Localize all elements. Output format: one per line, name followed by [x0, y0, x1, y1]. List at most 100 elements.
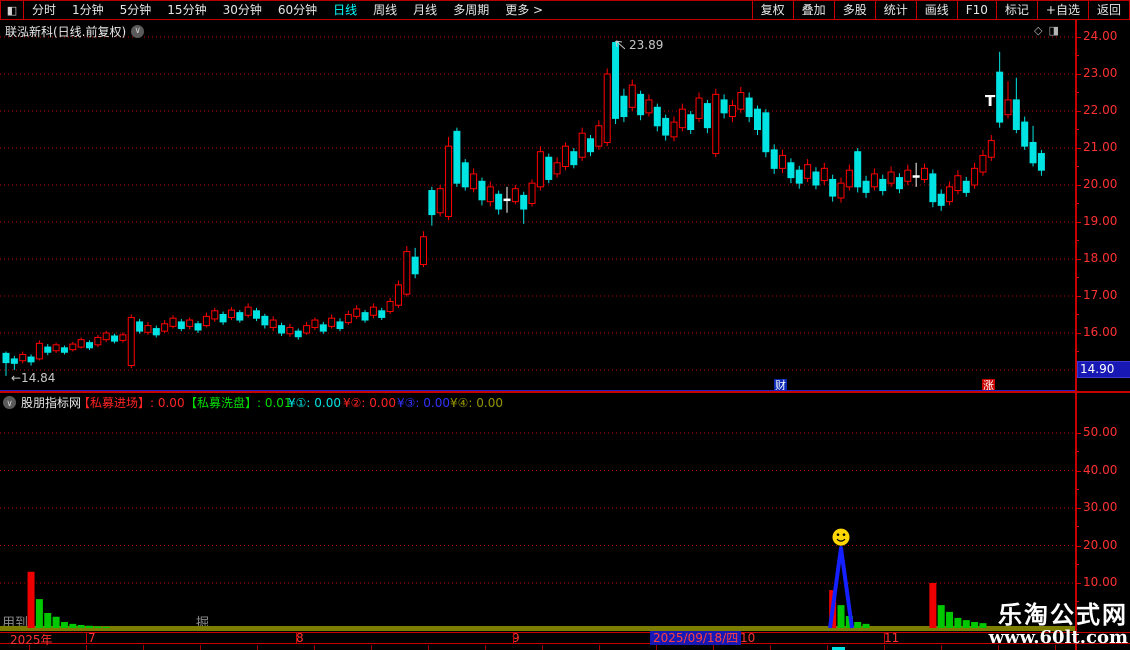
axis-minor-tick: [1075, 351, 1079, 352]
minor-time-tick: [998, 645, 999, 650]
axis-minor-tick: [1075, 92, 1079, 93]
minor-time-tick: [143, 645, 144, 650]
high-price-annotation: 23.89: [629, 38, 664, 52]
indicator-value-2: ¥①: 0.00: [288, 396, 341, 410]
price-axis-label: 24.00: [1083, 29, 1118, 43]
axis-tick: [1075, 545, 1081, 547]
indicator-header: ∨ 股朋指标网 【私募进场】: 0.00 【私募洗盘】: 0.01 ¥①: 0.00…: [0, 395, 1075, 413]
toolbar-period-5[interactable]: 60分钟: [277, 3, 318, 17]
indicator-source-label[interactable]: 股朋指标网: [21, 396, 82, 410]
toolbar-action-2[interactable]: 多股: [833, 1, 875, 20]
axis-tick: [1075, 470, 1081, 472]
period-toolbar: ◧ 分时 1分钟 5分钟 15分钟 30分钟 60分钟 日线 周线 月线 多周期 更多 >: [0, 1, 551, 20]
axis-minor-tick: [1075, 203, 1079, 204]
minor-time-tick: [542, 645, 543, 650]
indicator-value-0: 【私募进场】: 0.00: [78, 396, 185, 410]
month-tick: [86, 632, 87, 643]
axis-tick: [1075, 37, 1081, 38]
toolbar-action-1[interactable]: 叠加: [792, 1, 834, 20]
minor-time-tick: [428, 645, 429, 650]
axis-tick: [1075, 148, 1081, 149]
toolbar-action-8[interactable]: 返回: [1087, 1, 1130, 20]
chart-title-row: 联泓新科(日线.前复权) ∨: [5, 23, 145, 40]
toolbar-period-7[interactable]: 周线: [373, 3, 398, 17]
watermark-url: www.60lt.com: [988, 627, 1128, 648]
indicator-axis-label: 10.00: [1083, 575, 1118, 589]
toolbar-period-10[interactable]: 更多 >: [505, 3, 544, 17]
site-watermark: 乐淘公式网 www.60lt.com: [989, 602, 1128, 648]
axis-tick: [1075, 185, 1081, 186]
current-price-box: 14.90: [1077, 361, 1130, 378]
axis-minor-tick: [1075, 166, 1079, 167]
indicator-value-3: ¥②: 0.00: [343, 396, 396, 410]
toolbar-period-3[interactable]: 15分钟: [167, 3, 207, 17]
action-toolbar: 复权 叠加 多股 统计 画线 F10 标记 +自选 返回: [751, 1, 1130, 20]
axis-minor-tick: [1075, 451, 1079, 452]
minor-time-tick: [599, 645, 600, 650]
price-axis-label: 22.00: [1083, 103, 1118, 117]
indicator-axis-label: 40.00: [1083, 462, 1118, 477]
finance-badge: 财: [774, 379, 787, 392]
bottom-strip: [0, 643, 1130, 650]
minor-time-tick: [314, 645, 315, 650]
toolbar-period-8[interactable]: 月线: [413, 3, 438, 17]
t-drawing-marker: T: [985, 92, 996, 110]
toolbar-action-5[interactable]: F10: [956, 1, 996, 20]
time-axis-label-4: 10: [740, 631, 756, 645]
indicator-chart[interactable]: [0, 415, 1076, 632]
axis-minor-tick: [1075, 129, 1079, 130]
month-tick: [884, 632, 885, 643]
candlestick-chart[interactable]: [0, 0, 1076, 393]
indicator-axis-label: 30.00: [1083, 500, 1118, 514]
axis-tick: [1075, 433, 1081, 434]
minor-time-tick: [371, 645, 372, 650]
axis-minor-tick: [1075, 240, 1079, 241]
rise-badge: 涨: [982, 379, 995, 392]
selected-date-box: 2025/09/18/四: [650, 631, 742, 645]
indicator-value-4: ¥③: 0.00: [397, 396, 450, 410]
panel-divider-red[interactable]: [0, 391, 1130, 393]
mini-cyan-mark: [832, 647, 845, 650]
price-axis-label: 23.00: [1083, 66, 1118, 80]
axis-tick: [1075, 74, 1081, 75]
toolbar-period-6[interactable]: 日线: [333, 3, 358, 17]
watermark-title: 乐淘公式网: [998, 601, 1128, 629]
page-title: 联泓新科(日线.前复权): [5, 25, 127, 39]
toolbar-period-2[interactable]: 5分钟: [119, 3, 152, 17]
minor-time-tick: [485, 645, 486, 650]
toolbar-action-6[interactable]: 标记: [995, 1, 1037, 20]
toolbar-period-9[interactable]: 多周期: [453, 3, 490, 17]
chevron-down-icon[interactable]: ∨: [131, 25, 145, 38]
diamond-icon[interactable]: ◇: [1034, 24, 1049, 37]
time-axis[interactable]: 2025年 7 8 9 10 11 2025/09/18/四: [0, 631, 1130, 647]
price-axis-label: 21.00: [1083, 140, 1118, 154]
minor-time-tick: [86, 645, 87, 650]
minor-time-tick: [941, 645, 942, 650]
toolbar-period-4[interactable]: 30分钟: [222, 3, 262, 17]
axis-separator-line: [1075, 20, 1077, 650]
minor-time-tick: [827, 645, 828, 650]
minor-time-tick: [713, 645, 714, 650]
axis-minor-tick: [1075, 314, 1079, 315]
axis-tick: [1075, 333, 1081, 334]
toolbar-action-3[interactable]: 统计: [874, 1, 916, 20]
indicator-value-5: ¥④: 0.00: [450, 396, 503, 410]
axis-minor-tick: [1075, 563, 1079, 565]
toolbar-period-0[interactable]: 分时: [32, 3, 57, 17]
axis-tick: [1075, 111, 1081, 112]
toolbar-action-4[interactable]: 画线: [915, 1, 957, 20]
minor-time-tick: [257, 645, 258, 650]
price-axis-label: 19.00: [1083, 214, 1118, 228]
toolbar-period-1[interactable]: 1分钟: [72, 3, 104, 17]
axis-minor-tick: [1075, 601, 1079, 602]
chevron-down-icon[interactable]: ∨: [3, 396, 16, 409]
toolbar-action-0[interactable]: 复权: [751, 1, 793, 20]
window-icon[interactable]: ◨: [1048, 24, 1065, 37]
toolbar-action-7[interactable]: +自选: [1036, 1, 1088, 20]
axis-minor-tick: [1075, 488, 1079, 490]
chart-corner-icons: ◇◨: [1034, 24, 1065, 37]
layout-icon[interactable]: ◧: [0, 1, 24, 20]
low-price-annotation: ←14.84: [11, 371, 56, 385]
axis-tick: [1075, 296, 1081, 297]
